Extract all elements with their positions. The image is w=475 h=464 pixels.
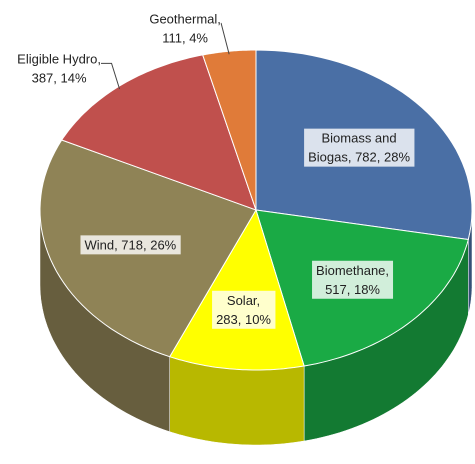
data-label-text: Biomethane, 517, 18% [316, 263, 389, 297]
slice [60, 54, 257, 211]
data-label-line: Biomass and [321, 131, 396, 146]
data-label-line: Eligible Hydro, [17, 51, 101, 66]
slice-side [169, 356, 305, 446]
slice [168, 208, 305, 371]
data-label-line: 111, 4% [162, 30, 208, 45]
data-label-line: 517, 18% [325, 282, 380, 297]
data-label-line: Biogas, 782, 28% [308, 150, 410, 165]
slice [202, 49, 257, 211]
data-label-line: Solar, [227, 293, 260, 308]
data-label-text: Geothermal, 111, 4% [149, 11, 221, 45]
data-label: Biomass and Biogas, 782, 28% [304, 128, 415, 167]
label-background [212, 290, 276, 329]
data-label-text: Solar, 283, 10% [216, 293, 271, 327]
data-label: Eligible Hydro, 387, 14% [17, 51, 121, 90]
label-background [80, 235, 181, 255]
data-label: Biomethane, 517, 18% [312, 260, 394, 299]
label-background [312, 260, 394, 299]
data-label: Wind, 718, 26% [80, 235, 181, 255]
data-label-line: 387, 14% [32, 70, 87, 85]
data-label-line: Geothermal, [149, 11, 221, 26]
data-label-text: Eligible Hydro, 387, 14% [17, 51, 101, 85]
data-label-text: Biomass and Biogas, 782, 28% [308, 131, 410, 165]
data-label: Geothermal, 111, 4% [149, 11, 230, 55]
data-label-line: 283, 10% [216, 312, 271, 327]
leader-line [220, 22, 230, 55]
data-label-text: Wind, 718, 26% [84, 237, 176, 252]
data-label-line: Wind, 718, 26% [84, 237, 176, 252]
data-label-line: Biomethane, [316, 263, 389, 278]
label-background [304, 128, 415, 167]
leader-line [100, 62, 121, 90]
data-label: Solar, 283, 10% [212, 290, 276, 329]
